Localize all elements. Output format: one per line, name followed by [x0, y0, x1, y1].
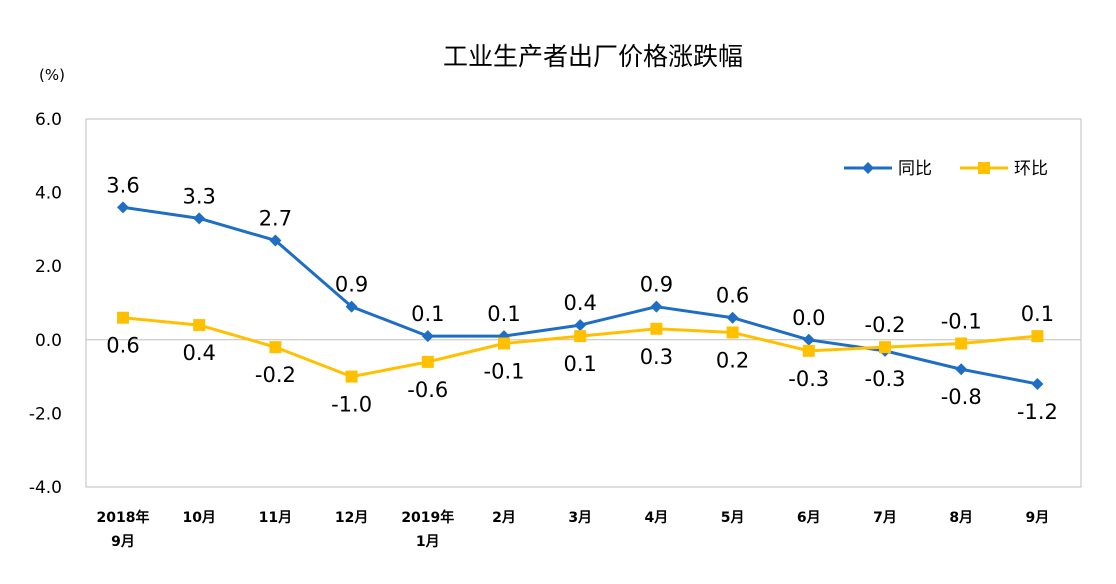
x-tick-line: 4月 — [645, 510, 669, 526]
data-point-mom — [650, 322, 663, 335]
data-point-yoy — [650, 300, 663, 313]
data-label-mom: 0.4 — [182, 341, 215, 365]
data-point-yoy — [421, 330, 434, 343]
chart-title: 工业生产者出厂价格涨跌幅 — [443, 42, 743, 71]
data-point-yoy — [955, 363, 968, 376]
data-label-yoy: -1.2 — [1017, 400, 1058, 424]
data-label-yoy: 0.4 — [563, 291, 596, 315]
y-tick-label: 2.0 — [35, 257, 62, 277]
data-point-yoy — [117, 201, 129, 214]
data-point-mom — [498, 337, 510, 350]
x-tick-label: 9月 — [1026, 510, 1050, 526]
data-point-mom — [726, 326, 739, 339]
x-tick-label: 12月 — [335, 510, 368, 526]
x-tick-line: 9月 — [1026, 510, 1050, 526]
data-point-mom — [421, 355, 434, 368]
data-point-yoy — [1031, 377, 1044, 390]
data-label-mom: 0.3 — [640, 345, 673, 369]
data-label-yoy: 0.1 — [411, 302, 444, 326]
x-tick-line: 3月 — [568, 510, 592, 526]
data-label-mom: -0.1 — [484, 359, 525, 383]
x-tick-label: 2018年 9月 — [97, 509, 150, 550]
data-label-yoy: 0.6 — [716, 284, 749, 308]
data-label-mom: -1.0 — [331, 393, 372, 417]
x-tick-label: 3月 — [568, 510, 592, 526]
data-label-mom: -0.3 — [788, 367, 829, 391]
x-tick-line: 2019年 — [401, 509, 454, 526]
data-label-yoy: 2.7 — [259, 206, 292, 230]
x-tick-label: 2019年 1月 — [401, 509, 454, 550]
data-point-mom — [879, 341, 891, 354]
data-label-mom: 0.2 — [716, 348, 749, 372]
data-label-yoy: 3.3 — [182, 184, 215, 208]
x-tick-line: 1月 — [416, 534, 440, 550]
data-label-mom: -0.2 — [255, 363, 296, 387]
data-label-yoy: 0.9 — [335, 273, 368, 297]
x-tick-line: 8月 — [949, 510, 973, 526]
data-point-mom — [345, 370, 358, 383]
data-label-yoy: 3.6 — [106, 173, 139, 197]
x-tick-label: 8月 — [949, 510, 973, 526]
data-point-mom — [802, 344, 815, 357]
x-tick-line: 6月 — [797, 510, 821, 526]
plot-area — [85, 118, 1082, 488]
x-tick-label: 4月 — [645, 510, 669, 526]
data-point-yoy — [193, 212, 206, 225]
data-label-yoy: 0.9 — [640, 273, 673, 297]
legend-label-yoy: 同比 — [898, 159, 932, 179]
y-tick-label: 0.0 — [35, 331, 62, 351]
data-label-yoy: 0.1 — [487, 302, 520, 326]
x-tick-line: 10月 — [182, 510, 215, 526]
x-tick-line: 11月 — [259, 510, 292, 526]
data-point-mom — [1031, 330, 1044, 343]
data-point-yoy — [574, 319, 587, 332]
x-tick-line: 12月 — [335, 510, 368, 526]
y-unit-label: (%) — [39, 66, 65, 84]
data-label-mom: 0.1 — [1021, 302, 1054, 326]
y-tick-label: -4.0 — [29, 478, 62, 498]
data-point-yoy — [726, 311, 739, 324]
x-tick-line: 7月 — [873, 510, 897, 526]
data-label-mom: -0.6 — [407, 378, 448, 402]
x-tick-label: 5月 — [721, 510, 745, 526]
x-tick-line: 2月 — [492, 510, 516, 526]
data-point-yoy — [345, 300, 358, 313]
x-tick-label: 6月 — [797, 510, 821, 526]
data-point-yoy — [802, 333, 815, 346]
y-tick-label: -2.0 — [29, 404, 62, 424]
data-label-mom: -0.1 — [941, 309, 982, 333]
data-point-mom — [117, 311, 129, 324]
data-label-yoy: -0.8 — [941, 385, 982, 409]
x-tick-label: 11月 — [259, 510, 292, 526]
data-label-mom: -0.2 — [865, 313, 906, 337]
data-point-yoy — [269, 234, 282, 247]
y-tick-label: 6.0 — [35, 110, 62, 130]
data-point-mom — [269, 341, 282, 354]
legend-label-mom: 环比 — [1014, 159, 1048, 179]
data-label-yoy: 0.0 — [792, 306, 825, 330]
x-tick-line: 9月 — [111, 534, 135, 550]
x-tick-label: 7月 — [873, 510, 897, 526]
y-tick-label: 4.0 — [35, 184, 62, 204]
legend-marker-yoy — [862, 162, 874, 174]
legend: 同比 环比 — [844, 159, 1048, 179]
x-tick-line: 2018年 — [97, 509, 150, 526]
x-tick-label: 10月 — [182, 510, 215, 526]
data-point-mom — [955, 337, 968, 350]
x-tick-label: 2月 — [492, 510, 516, 526]
x-tick-line: 5月 — [721, 510, 745, 526]
data-point-mom — [574, 330, 587, 343]
data-point-mom — [193, 319, 206, 332]
data-label-mom: 0.1 — [563, 352, 596, 376]
data-label-mom: 0.6 — [106, 334, 139, 358]
data-label-yoy: -0.3 — [865, 367, 906, 391]
legend-marker-mom — [978, 162, 990, 174]
